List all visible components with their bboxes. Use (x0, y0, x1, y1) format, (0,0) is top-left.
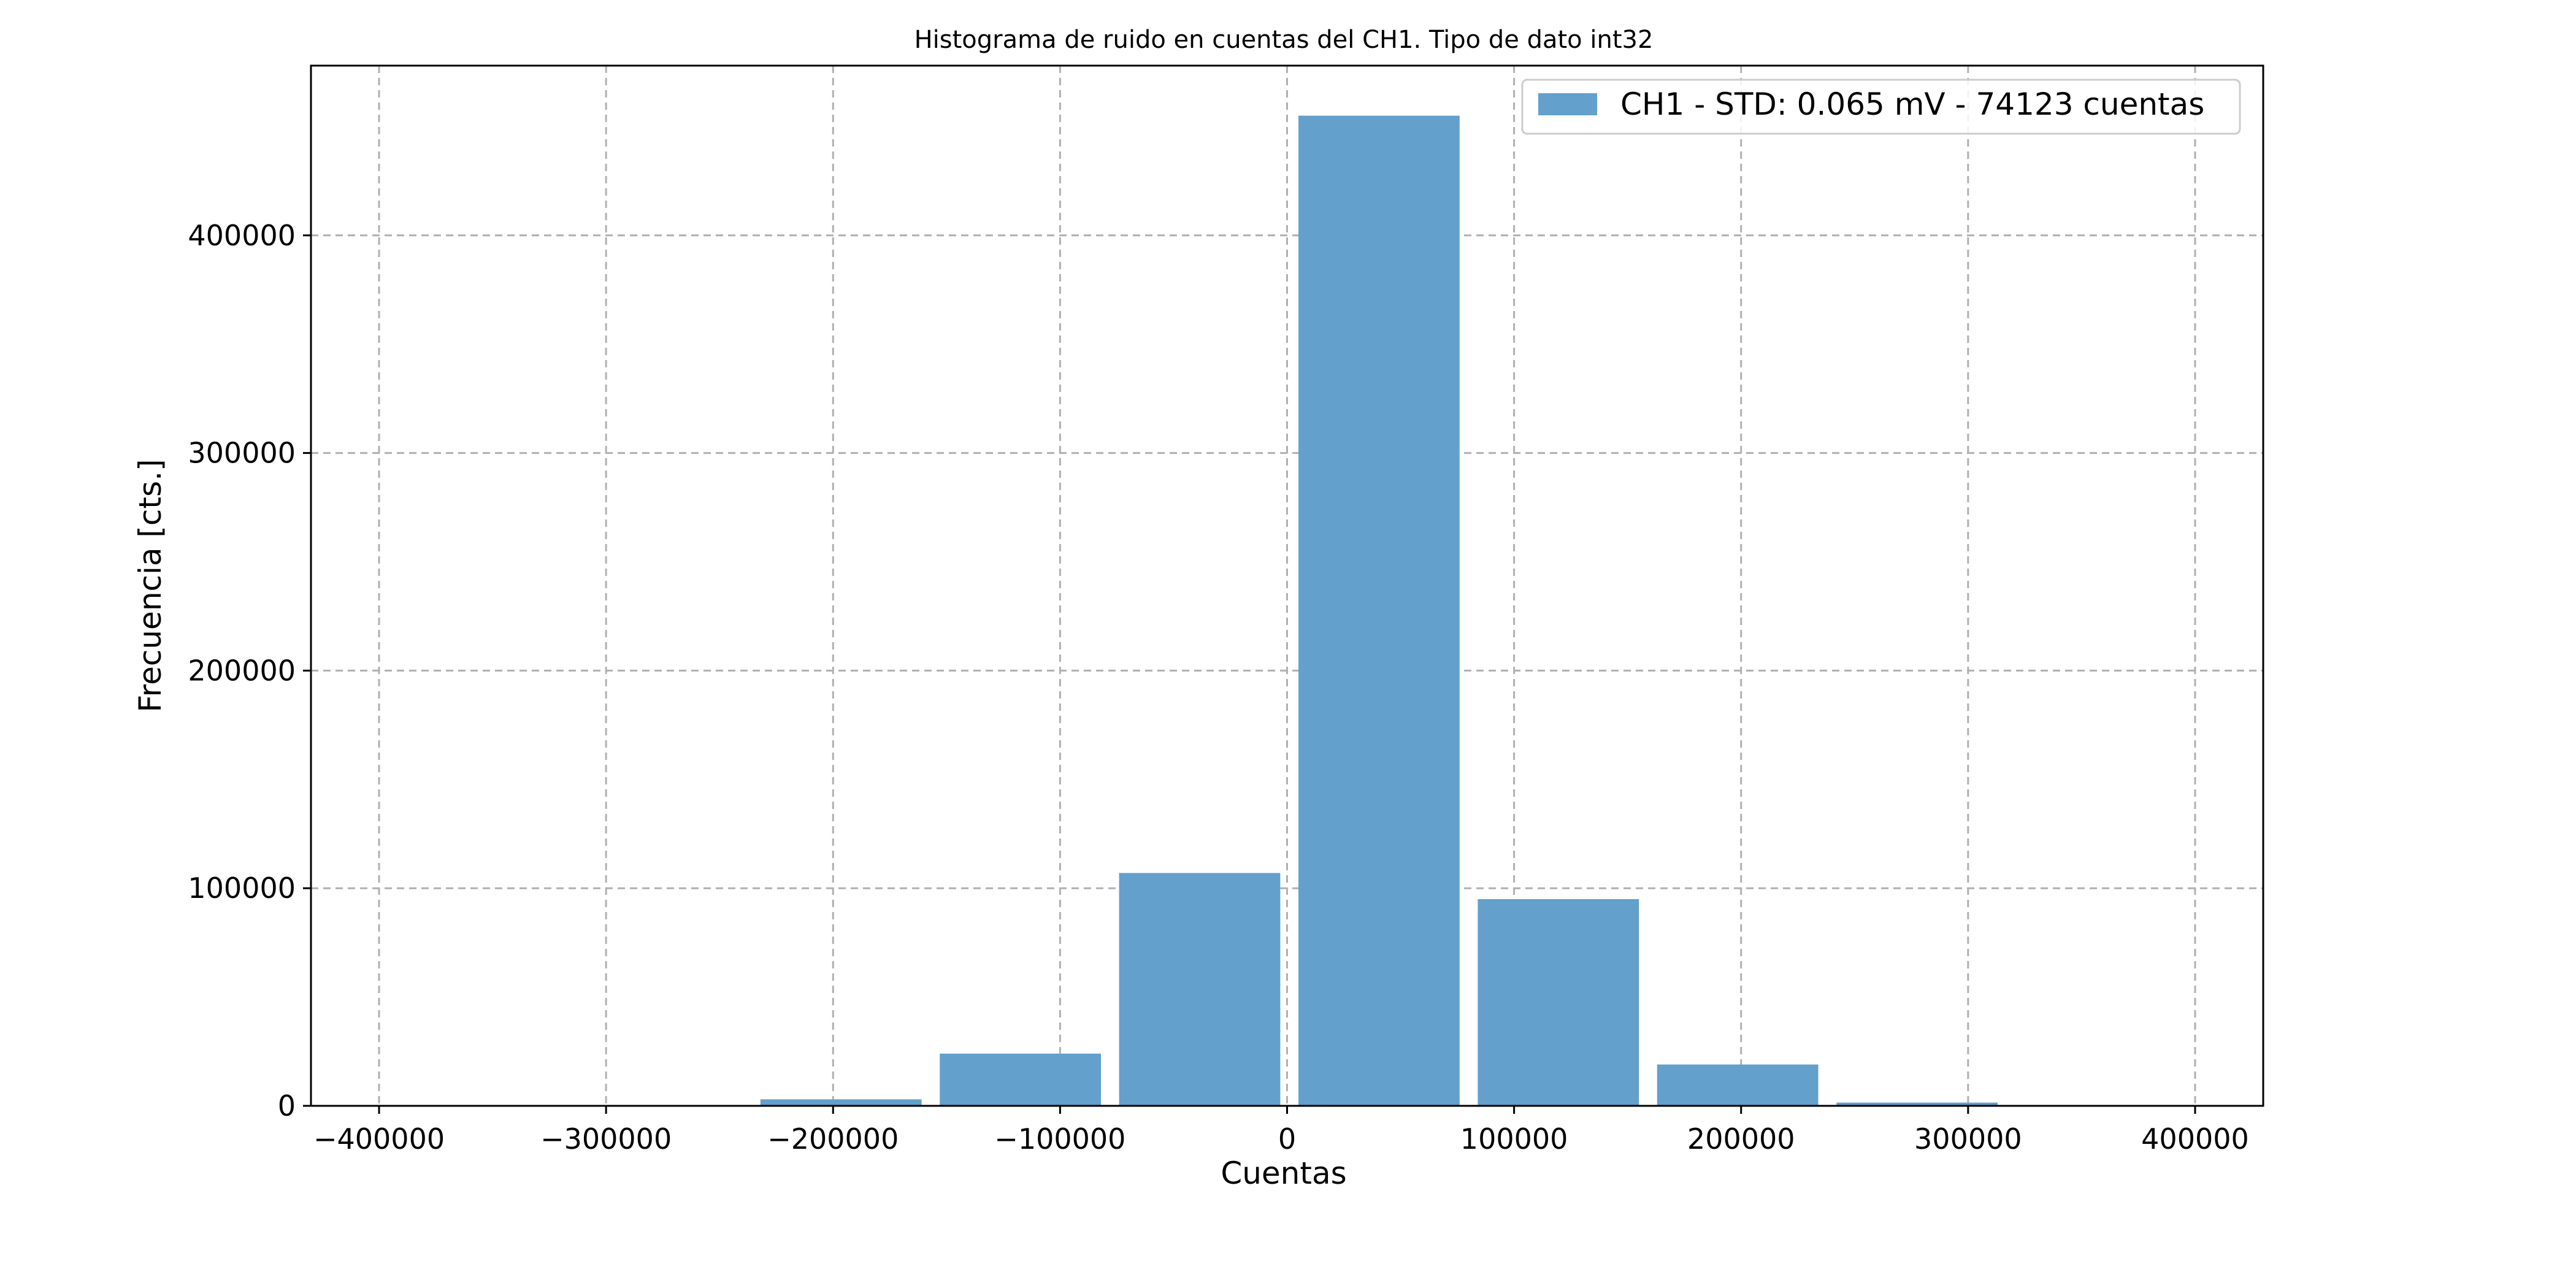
x-axis-label: Cuentas (1221, 1156, 1346, 1191)
histogram-bar (1478, 899, 1639, 1106)
x-tick-label: 100000 (1460, 1122, 1568, 1156)
legend-swatch (1538, 93, 1597, 115)
y-tick-label: 300000 (188, 437, 296, 470)
y-tick-label: 400000 (188, 219, 296, 252)
x-tick-label: −100000 (994, 1122, 1125, 1156)
bars (760, 115, 1998, 1106)
histogram-bar (760, 1099, 922, 1106)
x-tick-label: 0 (1278, 1122, 1296, 1156)
histogram-bar (1119, 873, 1281, 1106)
legend-frame (1521, 79, 2241, 135)
histogram-bar (1657, 1064, 1819, 1106)
y-tick-label: 100000 (188, 872, 296, 905)
x-tick-label: −400000 (313, 1122, 445, 1156)
histogram-bar (1298, 115, 1460, 1106)
y-axis-label: Frecuencia [cts.] (132, 459, 168, 713)
x-tick-label: −200000 (767, 1122, 899, 1156)
axis-ticks: −400000 −300000 −200000 −100000 0 100000 20000… (188, 219, 2248, 1156)
x-tick-label: 300000 (1914, 1122, 2022, 1156)
y-tick-label: 0 (278, 1089, 296, 1122)
x-tick-label: 400000 (2141, 1122, 2249, 1156)
histogram-bar (1836, 1102, 1998, 1106)
x-tick-label: 200000 (1687, 1122, 1795, 1156)
grid-lines (311, 66, 2263, 1107)
y-tick-label: 200000 (188, 654, 296, 687)
chart-title: Histograma de ruido en cuentas del CH1. … (914, 26, 1654, 54)
x-tick-label: −300000 (540, 1122, 672, 1156)
legend-entry-ch1: CH1 - STD: 0.065 mV - 74123 cuentas (1620, 86, 2204, 122)
histogram-bar (940, 1053, 1102, 1106)
legend: CH1 - STD: 0.065 mV - 74123 cuentas (1521, 79, 2241, 135)
